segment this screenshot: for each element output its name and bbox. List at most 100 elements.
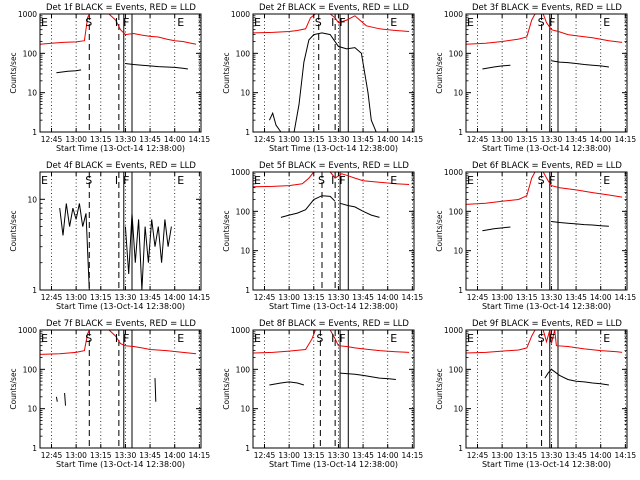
panel-det-5: Det 5f BLACK = Events, RED = LLD E S I F E 12:… — [222, 161, 423, 311]
y-tick-label: 100 — [449, 49, 464, 58]
y-tick-label: 1 — [245, 286, 250, 295]
x-tick-label: 13:45 — [565, 293, 587, 302]
marker-label-E: E — [254, 174, 261, 187]
y-tick-label: 10 — [240, 247, 250, 256]
marker-label-E: E — [467, 174, 474, 187]
y-tick-label: 10 — [453, 405, 463, 414]
events-series-line — [551, 60, 609, 68]
x-tick-label: 13:15 — [516, 135, 538, 144]
y-axis-label: Counts/sec — [435, 52, 444, 93]
y-tick-label: 1000 — [444, 10, 463, 19]
x-tick-label: 13:00 — [65, 451, 87, 460]
x-tick-label: 14:00 — [377, 451, 399, 460]
y-tick-label: 10 — [240, 405, 250, 414]
y-tick-label: 1000 — [18, 326, 37, 335]
y-tick-label: 1000 — [231, 168, 250, 177]
marker-label-E: E — [390, 16, 397, 29]
y-axis-label: Counts/sec — [9, 52, 18, 93]
x-tick-label: 13:00 — [278, 293, 300, 302]
marker-label-F: F — [123, 16, 129, 29]
events-series-line — [280, 195, 336, 218]
y-tick-label: 100 — [236, 49, 251, 58]
x-tick-label: 13:45 — [565, 135, 587, 144]
marker-label-F: F — [339, 174, 345, 187]
panel-det-9: Det 9f BLACK = Events, RED = LLD E S F E 12:4… — [435, 319, 636, 469]
marker-label-E: E — [254, 332, 261, 345]
x-tick-label: 13:30 — [328, 451, 350, 460]
x-tick-label: 13:00 — [65, 135, 87, 144]
panel-det-7: Det 7f BLACK = Events, RED = LLD E S I F E 12:… — [9, 319, 210, 469]
x-tick-label: 13:30 — [541, 135, 563, 144]
y-tick-label: 100 — [23, 49, 38, 58]
marker-label-F: F — [339, 332, 345, 345]
y-tick-label: 1 — [458, 286, 463, 295]
y-axis-label: Counts/sec — [435, 210, 444, 251]
events-series-line — [125, 63, 188, 70]
y-tick-label: 1000 — [444, 326, 463, 335]
panel-det-8: Det 8f BLACK = Events, RED = LLD E S I F E 12:… — [222, 319, 423, 469]
marker-label-E: E — [254, 16, 261, 29]
x-tick-label: 12:45 — [467, 451, 489, 460]
marker-label-S: S — [315, 16, 322, 29]
x-tick-label: 12:45 — [254, 451, 276, 460]
plot-frame — [465, 171, 628, 291]
y-tick-label: 1000 — [231, 10, 250, 19]
plot-frame — [465, 13, 628, 133]
x-tick-label: 13:45 — [139, 293, 161, 302]
x-tick-label: 13:30 — [115, 135, 137, 144]
x-tick-label: 14:00 — [590, 135, 612, 144]
events-series-line — [339, 202, 380, 218]
x-tick-label: 14:15 — [402, 135, 424, 144]
x-tick-label: 13:45 — [352, 135, 374, 144]
marker-label-I: I — [115, 332, 118, 345]
x-tick-label: 14:00 — [164, 293, 186, 302]
y-tick-label: 1 — [32, 444, 37, 453]
marker-label-E: E — [467, 16, 474, 29]
x-tick-label: 14:15 — [189, 451, 211, 460]
x-tick-label: 13:45 — [139, 451, 161, 460]
marker-label-E: E — [603, 16, 610, 29]
marker-label-I: I — [331, 332, 334, 345]
x-tick-label: 13:45 — [565, 451, 587, 460]
marker-label-E: E — [390, 174, 397, 187]
plot-frame — [252, 13, 415, 133]
panel-title: Det 3f BLACK = Events, RED = LLD — [472, 3, 622, 13]
plot-frame — [39, 171, 202, 291]
events-series-line — [269, 381, 305, 386]
panel-det-6: Det 6f BLACK = Events, RED = LLD E S F E 12:4… — [435, 161, 636, 311]
panel-det-2: Det 2f BLACK = Events, RED = LLD E S I F E 12:… — [222, 3, 423, 153]
marker-label-F: F — [339, 16, 345, 29]
marker-label-E: E — [177, 16, 184, 29]
x-tick-label: 12:45 — [41, 293, 63, 302]
lld-series-line — [252, 171, 410, 188]
x-tick-label: 13:15 — [90, 451, 112, 460]
events-series-line — [64, 392, 66, 406]
y-tick-label: 1000 — [18, 10, 37, 19]
x-tick-label: 13:45 — [352, 293, 374, 302]
marker-label-E: E — [177, 332, 184, 345]
lld-series-line — [465, 13, 623, 45]
marker-label-S: S — [538, 16, 545, 29]
x-axis-label: Start Time (13-Oct-14 12:38:00) — [56, 460, 185, 469]
x-tick-label: 13:45 — [139, 135, 161, 144]
marker-label-I: I — [331, 174, 334, 187]
y-tick-label: 10 — [453, 89, 463, 98]
marker-label-I: I — [115, 16, 118, 29]
x-axis-label: Start Time (13-Oct-14 12:38:00) — [269, 302, 398, 311]
marker-label-E: E — [41, 16, 48, 29]
x-tick-label: 12:45 — [254, 135, 276, 144]
marker-label-I: I — [115, 174, 118, 187]
events-series-line — [293, 32, 377, 133]
panel-title: Det 5f BLACK = Events, RED = LLD — [259, 161, 409, 171]
y-axis-label: Counts/sec — [9, 210, 18, 251]
panel-title: Det 6f BLACK = Events, RED = LLD — [472, 161, 622, 171]
y-tick-label: 1 — [458, 444, 463, 453]
x-tick-label: 13:15 — [303, 451, 325, 460]
panel-det-3: Det 3f BLACK = Events, RED = LLD E S F E 12:4… — [435, 3, 636, 153]
x-tick-label: 13:15 — [90, 293, 112, 302]
plot-frame — [39, 13, 202, 133]
x-tick-label: 14:00 — [164, 451, 186, 460]
marker-label-S: S — [318, 174, 325, 187]
marker-label-S: S — [316, 332, 323, 345]
